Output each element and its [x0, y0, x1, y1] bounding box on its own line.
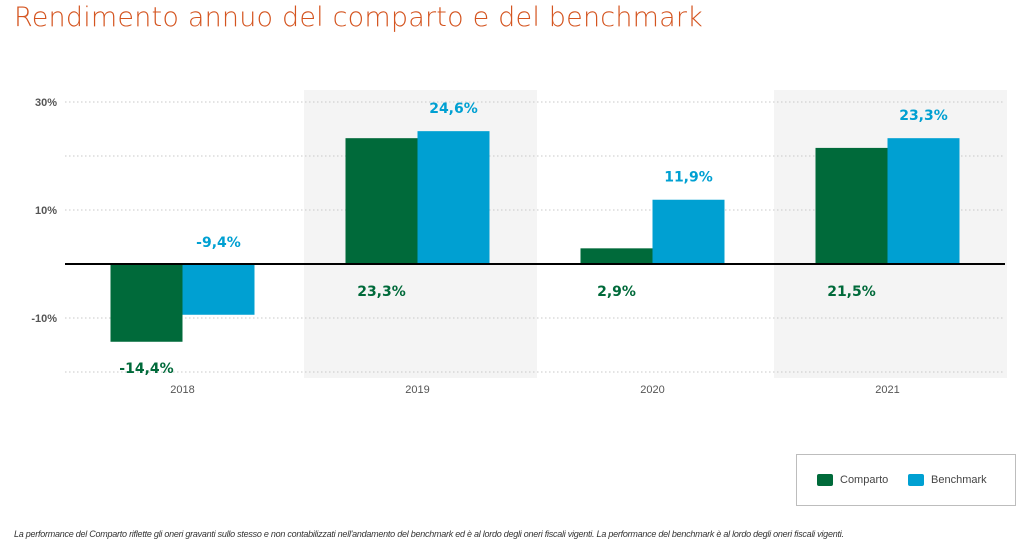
bar-benchmark-2021: [887, 138, 960, 264]
footnote: La performance del Comparto riflette gli…: [14, 529, 844, 539]
y-tick-label: -10%: [31, 313, 57, 325]
data-label-comparto-2019: 23,3%: [357, 284, 406, 300]
bar-benchmark-2020: [652, 199, 725, 264]
x-tick-label: 2020: [640, 384, 664, 396]
data-label-benchmark-2018: -9,4%: [196, 235, 241, 251]
bar-comparto-2019: [345, 138, 418, 264]
legend-item-comparto: Comparto: [817, 474, 888, 486]
legend-label-comparto: Comparto: [840, 474, 889, 486]
bar-benchmark-2019: [417, 131, 490, 264]
y-tick-label: 10%: [35, 205, 57, 217]
legend-swatch-benchmark: [908, 474, 924, 486]
data-label-comparto-2018: -14,4%: [119, 361, 173, 377]
legend: Comparto Benchmark: [796, 454, 1016, 506]
data-label-comparto-2020: 2,9%: [597, 284, 636, 300]
bar-comparto-2020: [580, 248, 653, 264]
y-tick-label: 30%: [35, 97, 57, 109]
legend-label-benchmark: Benchmark: [931, 474, 987, 486]
chart-title: Rendimento annuo del comparto e del benc…: [14, 2, 704, 33]
bar-comparto-2021: [815, 147, 888, 264]
bar-comparto-2018: [110, 264, 183, 342]
data-label-comparto-2021: 21,5%: [827, 284, 876, 300]
bar-chart: 30% 10% -10% -14,4% -9,4% 23,3% 24,6% 2,9% 11,9…: [31, 90, 1007, 396]
x-tick-label: 2018: [170, 384, 194, 396]
data-label-benchmark-2021: 23,3%: [899, 108, 948, 124]
legend-item-benchmark: Benchmark: [908, 474, 987, 486]
data-label-benchmark-2019: 24,6%: [429, 101, 478, 117]
data-label-benchmark-2020: 11,9%: [664, 170, 713, 186]
legend-swatch-comparto: [817, 474, 833, 486]
x-tick-label: 2021: [875, 384, 899, 396]
bar-benchmark-2018: [182, 264, 255, 315]
x-tick-label: 2019: [405, 384, 429, 396]
